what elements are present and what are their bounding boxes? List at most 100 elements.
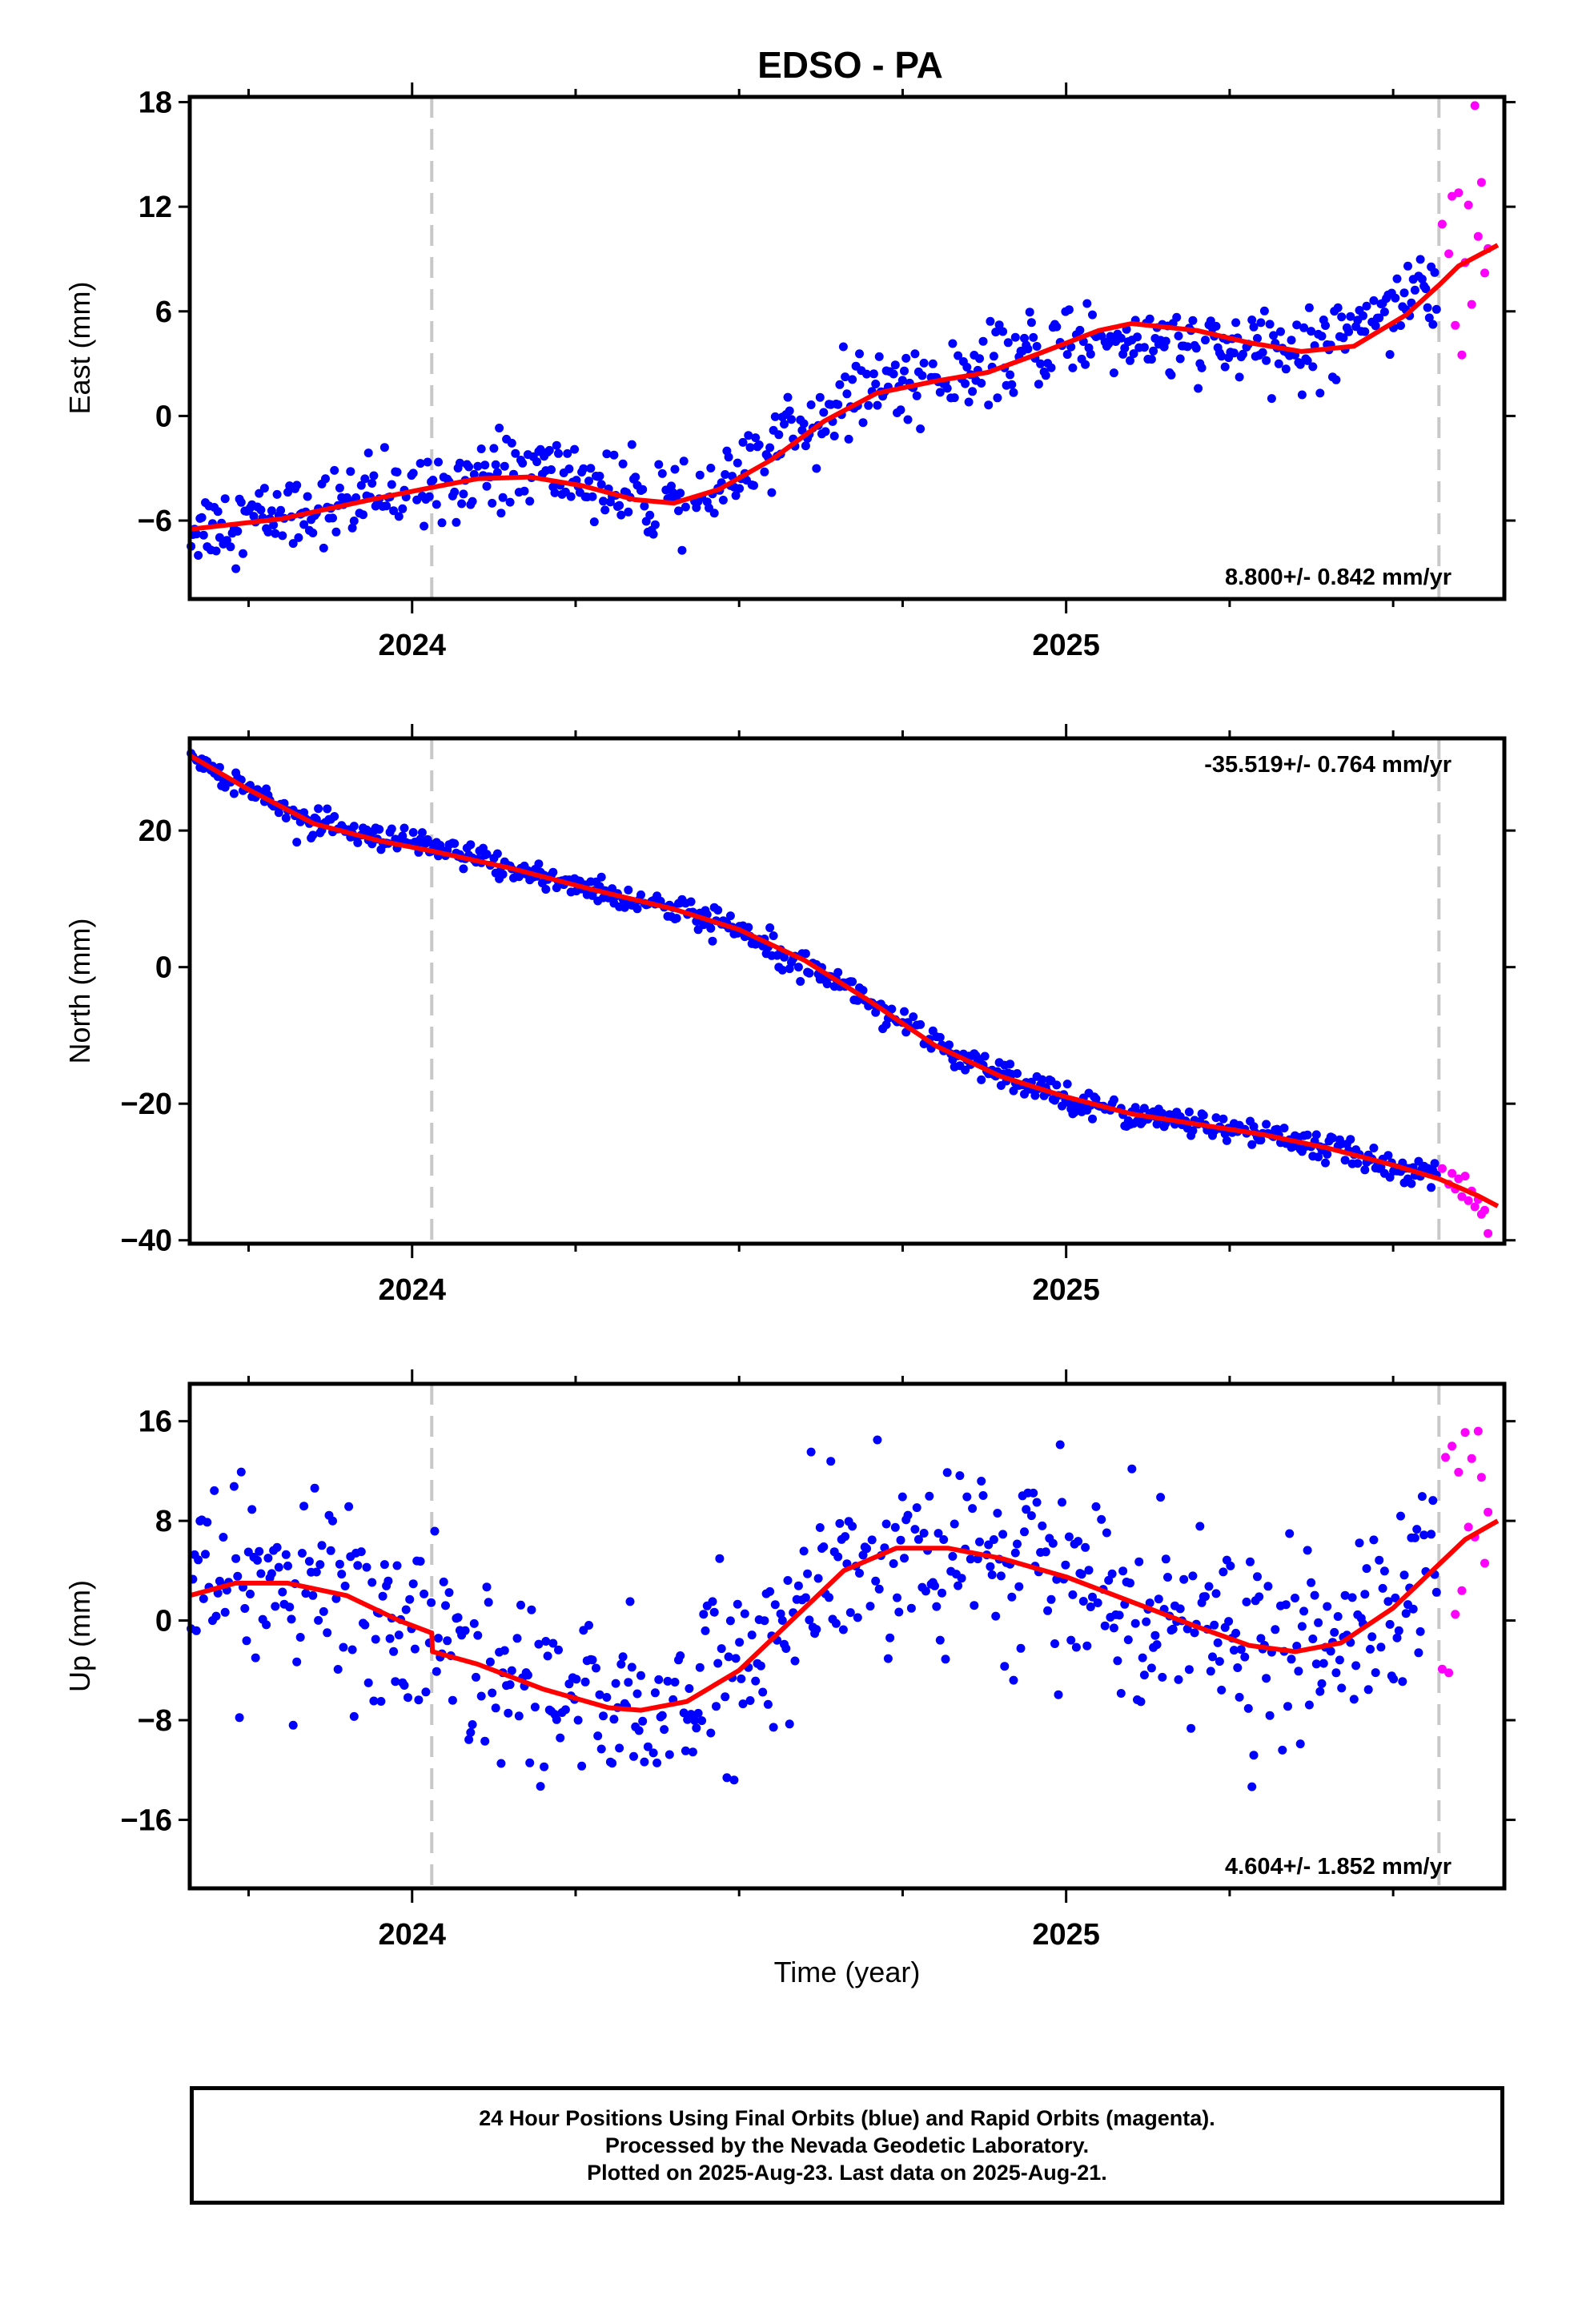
final-point xyxy=(450,487,460,497)
final-point xyxy=(889,369,898,379)
final-point xyxy=(457,499,467,509)
rapid-point xyxy=(1480,1558,1489,1568)
final-point xyxy=(215,533,224,542)
final-point xyxy=(815,1523,825,1532)
final-point xyxy=(1199,1111,1208,1120)
final-point xyxy=(919,358,929,368)
final-point xyxy=(482,1582,492,1592)
final-point xyxy=(400,823,409,833)
final-point xyxy=(1379,1566,1389,1576)
final-point xyxy=(712,1702,721,1711)
final-point xyxy=(335,483,344,493)
final-point xyxy=(1006,1059,1015,1069)
final-point xyxy=(500,461,509,471)
final-point xyxy=(541,1637,551,1646)
final-point xyxy=(706,464,716,472)
final-point xyxy=(1064,305,1074,315)
final-point xyxy=(1308,362,1318,372)
final-point xyxy=(1303,356,1312,365)
final-point xyxy=(1022,1505,1031,1514)
final-point xyxy=(765,1586,775,1596)
rapid-points xyxy=(1437,101,1493,360)
final-point xyxy=(774,430,784,440)
final-point xyxy=(1253,1572,1262,1582)
final-point xyxy=(347,1645,357,1655)
final-point xyxy=(731,491,741,501)
final-point xyxy=(670,464,680,474)
final-point xyxy=(821,427,830,436)
final-point xyxy=(566,492,576,501)
final-point xyxy=(1075,325,1085,335)
final-point xyxy=(735,484,745,493)
final-point xyxy=(548,867,558,877)
final-point xyxy=(1091,1094,1101,1104)
final-point xyxy=(1133,332,1142,342)
final-point xyxy=(948,1551,958,1561)
final-point xyxy=(1326,1647,1335,1656)
final-point xyxy=(1423,303,1432,312)
footer-line-1: 24 Hour Positions Using Final Orbits (bl… xyxy=(479,2106,1215,2130)
final-point xyxy=(1417,1492,1427,1502)
final-point xyxy=(304,1557,314,1566)
final-point xyxy=(968,1504,978,1514)
final-point xyxy=(805,968,814,978)
final-point xyxy=(1299,323,1309,332)
final-point xyxy=(1315,1687,1325,1696)
final-point xyxy=(1349,1695,1359,1704)
final-point xyxy=(308,529,318,537)
final-point xyxy=(1337,1683,1347,1693)
final-point xyxy=(1091,1502,1101,1511)
final-point xyxy=(1367,1632,1377,1642)
final-point xyxy=(801,1593,810,1602)
final-point xyxy=(1211,321,1221,331)
final-point xyxy=(1211,1113,1221,1123)
final-point xyxy=(871,380,881,388)
final-point xyxy=(935,388,945,397)
final-point xyxy=(197,513,207,522)
footer-box: 24 Hour Positions Using Final Orbits (bl… xyxy=(190,2086,1504,2205)
final-point xyxy=(592,1663,600,1673)
final-point xyxy=(844,434,853,444)
final-point xyxy=(588,492,597,501)
y-tick-label: 16 xyxy=(139,1405,172,1439)
final-point xyxy=(536,1782,545,1791)
final-point xyxy=(584,1621,593,1630)
final-point xyxy=(896,405,905,415)
final-point xyxy=(379,1560,389,1570)
final-point xyxy=(1389,1675,1399,1684)
final-point xyxy=(640,501,649,511)
final-point xyxy=(466,840,476,850)
final-point xyxy=(709,1607,719,1617)
final-point xyxy=(1314,1152,1323,1162)
final-point xyxy=(288,539,298,549)
final-point xyxy=(848,977,857,987)
final-point xyxy=(488,1688,497,1698)
final-point xyxy=(226,542,235,552)
final-point xyxy=(272,1542,282,1552)
final-point xyxy=(439,1577,448,1586)
final-point xyxy=(1226,1561,1235,1570)
final-point xyxy=(961,1065,970,1075)
final-point xyxy=(1353,1159,1363,1168)
final-point xyxy=(883,1654,893,1663)
final-point xyxy=(360,474,370,484)
final-point xyxy=(1100,1621,1110,1630)
final-point xyxy=(1175,1604,1185,1614)
rapid-point xyxy=(1464,1196,1473,1205)
final-point xyxy=(1314,1618,1323,1627)
final-point xyxy=(434,1634,443,1643)
final-point xyxy=(468,497,477,506)
final-point xyxy=(543,1651,552,1661)
final-point xyxy=(977,1075,986,1084)
final-point xyxy=(272,489,282,499)
final-point xyxy=(210,1486,219,1495)
final-point xyxy=(869,369,878,379)
rapid-point xyxy=(1447,1441,1457,1451)
rapid-point xyxy=(1460,1172,1470,1181)
final-point xyxy=(383,1576,393,1586)
y-tick-label: −40 xyxy=(121,1224,172,1258)
final-point xyxy=(954,1581,963,1590)
final-point xyxy=(1082,1641,1092,1651)
final-point xyxy=(1088,310,1097,320)
final-point xyxy=(1006,370,1015,380)
